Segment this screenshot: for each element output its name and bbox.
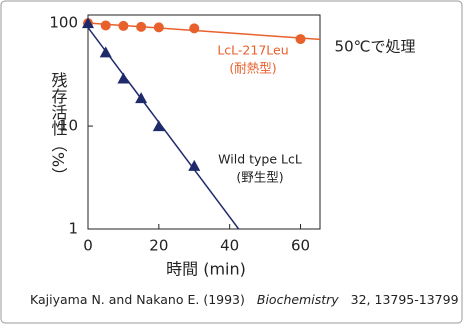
y-axis-label: 残存活性（%） [49,72,68,183]
x-tick-label: 0 [83,237,93,255]
marker [117,72,130,84]
x-tick-label: 60 [291,237,310,255]
x-tick-label: 40 [220,237,239,255]
citation-authors: Kajiyama N. and Nakano E. (1993) [30,292,245,307]
y-tick-label: 10 [59,117,78,135]
x-tick-label: 20 [149,237,168,255]
citation: Kajiyama N. and Nakano E. (1993) Biochem… [30,292,459,307]
plot-frame [87,14,321,230]
marker [188,159,201,171]
citation-journal: Biochemistry [257,292,339,307]
annotation: 50℃で処理 [335,38,416,56]
marker [135,92,148,104]
series-note: (野生型) [236,170,283,185]
series-label: Wild type LcL [218,152,302,167]
marker [153,22,164,33]
y-tick-label: 1 [68,220,78,238]
marker [99,46,112,58]
marker [189,23,200,34]
series-label: LcL-217Leu [217,43,288,58]
series-note: (耐熱型) [229,61,276,76]
marker [118,20,129,31]
citation-pages: 32, 13795-13799 [351,292,459,307]
y-tick-label: 100 [49,14,78,32]
marker [136,21,147,32]
marker [100,20,111,31]
marker [295,34,306,45]
marker [152,120,165,132]
marker [82,17,94,29]
x-axis-label: 時間 (min) [166,260,246,279]
